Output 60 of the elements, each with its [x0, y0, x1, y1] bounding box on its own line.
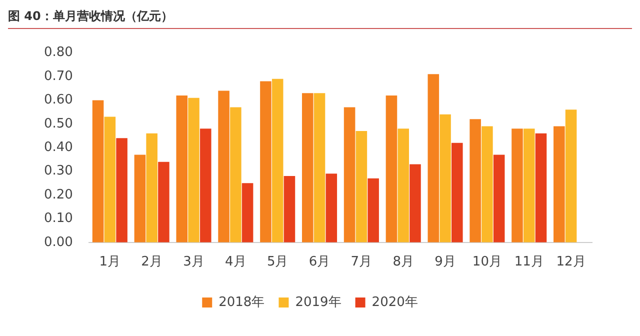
bar [104, 116, 116, 242]
y-tick-label: 0.80 [44, 45, 73, 60]
bar [92, 100, 104, 242]
bar [440, 114, 451, 242]
bar [200, 128, 212, 242]
bar [512, 128, 523, 242]
y-tick-label: 0.30 [44, 164, 73, 179]
bar [134, 154, 146, 242]
y-tick-label: 0.20 [44, 187, 73, 202]
x-tick-label: 10月 [472, 254, 502, 270]
y-tick-label: 0.70 [44, 68, 73, 84]
y-tick-label: 0.50 [44, 116, 73, 132]
x-tick-label: 7月 [350, 254, 372, 270]
bar [230, 107, 242, 242]
bar [272, 78, 284, 242]
x-tick-label: 1月 [99, 254, 121, 270]
x-tick-label: 11月 [514, 254, 544, 270]
x-tick-label: 6月 [308, 254, 330, 270]
bar [535, 133, 547, 242]
y-tick-label: 0.00 [44, 234, 73, 250]
x-tick-label: 8月 [392, 254, 414, 270]
legend-label: 2018年 [218, 294, 265, 310]
bar [146, 133, 158, 242]
bar [218, 90, 230, 242]
bar [452, 142, 463, 242]
bar [493, 154, 505, 242]
bar [116, 138, 128, 242]
y-tick-label: 0.40 [44, 140, 73, 155]
x-tick-label: 4月 [225, 254, 246, 270]
bar [482, 126, 493, 242]
x-tick-label: 9月 [434, 254, 456, 270]
bar [242, 183, 254, 242]
bar [368, 178, 379, 242]
bar [470, 119, 481, 242]
bar [188, 98, 200, 242]
chart-title: 图 40：单月营收情况（亿元） [8, 8, 632, 29]
bar [523, 128, 535, 242]
bar [302, 93, 314, 242]
legend-label: 2019年 [295, 294, 342, 310]
bar [284, 176, 296, 242]
bar [260, 81, 272, 242]
bar [565, 110, 577, 242]
bar [428, 74, 440, 242]
x-tick-label: 5月 [266, 254, 288, 270]
bar [326, 174, 338, 242]
bar [344, 107, 356, 242]
bar [158, 162, 170, 242]
bar [314, 93, 326, 242]
bar [356, 131, 368, 242]
y-tick-label: 0.10 [44, 211, 73, 226]
bar [176, 95, 188, 242]
bar [410, 164, 421, 242]
x-tick-label: 2月 [141, 254, 162, 270]
bar [386, 95, 398, 242]
legend-label: 2020年 [372, 294, 418, 310]
x-tick-label: 3月 [183, 254, 204, 270]
bar [398, 128, 409, 242]
bar [554, 126, 565, 242]
y-tick-label: 0.60 [44, 92, 73, 108]
x-tick-label: 12月 [556, 254, 586, 270]
